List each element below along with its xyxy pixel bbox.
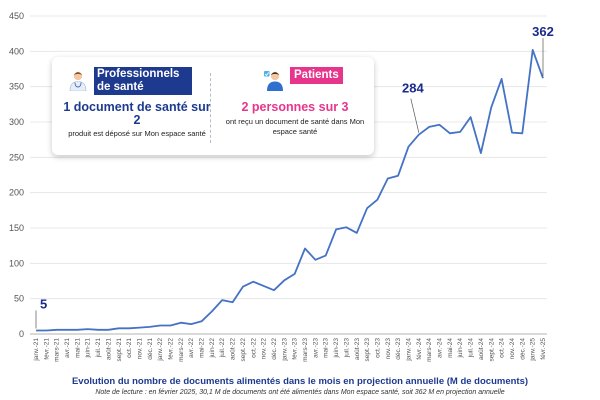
y-tick-label: 450 xyxy=(9,11,24,21)
info-panel: Professionnels de santé 1 document de sa… xyxy=(52,57,374,155)
callout-label: 284 xyxy=(402,81,424,96)
y-tick-label: 200 xyxy=(9,188,24,198)
professionals-headline: 1 document de santé sur 2 xyxy=(63,100,211,127)
chart-note: Note de lecture : en février 2025, 30,1 … xyxy=(95,389,505,396)
x-tick-label: déc.-22 xyxy=(271,338,278,360)
x-tick-label: janv.-25 xyxy=(530,338,537,362)
y-tick-label: 350 xyxy=(9,82,24,92)
x-tick-label: oct.-24 xyxy=(499,338,506,358)
x-tick-label: déc.-21 xyxy=(147,338,154,360)
panel-divider xyxy=(210,73,211,143)
x-tick-label: févr.-22 xyxy=(168,338,175,360)
doctor-icon xyxy=(69,71,87,91)
x-tick-label: janv.-21 xyxy=(33,338,40,362)
x-tick-label: janv.-22 xyxy=(157,338,164,362)
x-tick-label: mai-23 xyxy=(323,338,330,358)
patients-headline: 2 personnes sur 3 xyxy=(241,100,349,114)
x-tick-label: nov.-24 xyxy=(509,338,516,360)
x-tick-label: févr.-23 xyxy=(292,338,299,360)
x-tick-label: oct.-23 xyxy=(374,338,381,358)
x-tick-label: oct.-22 xyxy=(250,338,257,358)
y-axis-ticks: 0 50 100 150 200 250 300 350 400 450 xyxy=(9,11,24,339)
x-tick-label: juin-23 xyxy=(333,338,340,359)
annotations: 5 284 362 xyxy=(35,24,554,329)
professionals-tag: Professionnels de santé xyxy=(94,67,192,95)
x-tick-label: mai-22 xyxy=(199,338,206,358)
x-tick-label: oct.-21 xyxy=(126,338,133,358)
x-tick-label: avr.-23 xyxy=(312,338,319,358)
x-tick-label: août-23 xyxy=(354,338,361,360)
x-tick-label: déc.-24 xyxy=(519,338,526,360)
x-tick-label: nov.-22 xyxy=(261,338,268,360)
callout-label: 5 xyxy=(40,296,47,311)
y-tick-label: 150 xyxy=(9,223,24,233)
x-tick-label: févr.-25 xyxy=(540,338,547,360)
x-tick-label: juil.-21 xyxy=(95,338,102,359)
x-tick-label: mars-22 xyxy=(178,338,185,362)
x-tick-label: févr.-21 xyxy=(43,338,50,360)
x-tick-label: févr.-24 xyxy=(416,338,423,360)
x-tick-label: août-22 xyxy=(230,338,237,360)
x-tick-label: nov.-21 xyxy=(136,338,143,360)
patients-detail: ont reçu un document de santé dans Mon e… xyxy=(225,117,365,136)
patient-icon xyxy=(264,71,283,91)
y-tick-label: 300 xyxy=(9,117,24,127)
x-axis-ticks: janv.-21 févr.-21 mars-21 avr.-21 mai-21 juin… xyxy=(33,338,547,362)
x-tick-label: avr.-21 xyxy=(64,338,71,358)
x-tick-label: nov.-23 xyxy=(385,338,392,360)
x-tick-label: juil.-23 xyxy=(343,338,350,359)
x-tick-label: sept.-21 xyxy=(116,338,123,362)
x-tick-label: juil.-22 xyxy=(219,338,226,359)
series-line xyxy=(36,49,544,332)
panel-patients: Patients 2 personnes sur 3 ont reçu un d… xyxy=(220,57,370,155)
panel-professionals: Professionnels de santé 1 document de sa… xyxy=(62,57,212,155)
x-tick-label: mai-21 xyxy=(74,338,81,358)
professionals-detail: produit est déposé sur Mon espace santé xyxy=(68,129,206,138)
x-tick-label: mars-21 xyxy=(54,338,61,362)
patients-tag: Patients xyxy=(290,67,343,84)
x-tick-label: mars-24 xyxy=(426,338,433,362)
callout-label: 362 xyxy=(532,24,554,39)
x-tick-label: sept.-24 xyxy=(488,338,495,362)
y-tick-label: 400 xyxy=(9,46,24,56)
y-tick-label: 250 xyxy=(9,152,24,162)
x-tick-label: août-24 xyxy=(478,338,485,360)
x-tick-label: janv.-23 xyxy=(281,338,288,362)
x-tick-label: sept.-22 xyxy=(240,338,247,362)
y-tick-label: 0 xyxy=(19,329,24,339)
chart-title: Evolution du nombre de documents aliment… xyxy=(71,376,529,387)
x-tick-label: avr.-22 xyxy=(188,338,195,358)
y-tick-label: 50 xyxy=(14,294,24,304)
callout-leader xyxy=(410,98,420,133)
y-tick-label: 100 xyxy=(9,258,24,268)
x-tick-label: juin-22 xyxy=(209,338,216,359)
x-tick-label: déc.-23 xyxy=(395,338,402,360)
x-tick-label: juin-21 xyxy=(85,338,92,359)
x-tick-label: juin-24 xyxy=(457,338,464,359)
x-tick-label: sept.-23 xyxy=(364,338,371,362)
x-tick-label: mars-23 xyxy=(302,338,309,362)
x-tick-label: août-21 xyxy=(105,338,112,360)
x-tick-label: juil.-24 xyxy=(468,338,475,359)
x-tick-label: avr.-24 xyxy=(437,338,444,358)
x-tick-label: mai-24 xyxy=(447,338,454,358)
x-tick-label: janv.-24 xyxy=(405,338,412,362)
